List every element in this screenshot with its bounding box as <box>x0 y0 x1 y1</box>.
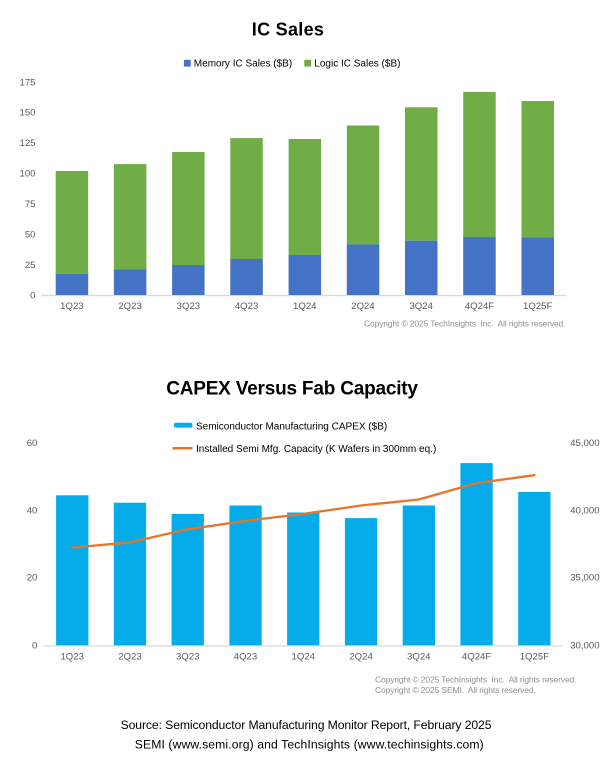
svg-text:35,000: 35,000 <box>570 573 599 584</box>
svg-text:3Q23: 3Q23 <box>176 651 199 662</box>
svg-text:40: 40 <box>27 506 38 517</box>
svg-text:1Q25F: 1Q25F <box>520 651 549 662</box>
svg-text:Copyright © 2025 SEMI. All ri: Copyright © 2025 SEMI. All rights reserv… <box>375 685 536 695</box>
svg-text:60: 60 <box>27 438 38 449</box>
svg-text:Copyright © 2025 TechInsights: Copyright © 2025 TechInsights Inc. All r… <box>364 318 565 328</box>
svg-text:1Q24: 1Q24 <box>292 651 316 662</box>
svg-text:2Q24: 2Q24 <box>351 301 375 312</box>
svg-text:175: 175 <box>19 77 35 88</box>
svg-text:4Q23: 4Q23 <box>235 301 258 312</box>
svg-text:2Q23: 2Q23 <box>118 651 141 662</box>
svg-text:1Q23: 1Q23 <box>60 651 83 662</box>
svg-text:CAPEX Versus Fab Capacity: CAPEX Versus Fab Capacity <box>166 378 418 399</box>
svg-text:4Q24F: 4Q24F <box>465 301 494 312</box>
svg-text:Source: Semiconductor Manufact: Source: Semiconductor Manufacturing Moni… <box>121 718 492 732</box>
svg-text:50: 50 <box>25 230 36 241</box>
svg-text:Copyright © 2025 TechInsights: Copyright © 2025 TechInsights Inc. All r… <box>375 675 576 685</box>
svg-text:125: 125 <box>19 138 35 149</box>
svg-text:4Q23: 4Q23 <box>234 651 257 662</box>
svg-text:0: 0 <box>32 640 37 651</box>
svg-text:4Q24F: 4Q24F <box>462 651 491 662</box>
svg-text:1Q23: 1Q23 <box>60 301 83 312</box>
svg-text:SEMI (www.semi.org) and TechIn: SEMI (www.semi.org) and TechInsights (ww… <box>135 737 484 751</box>
svg-text:Semiconductor Manufacturing CA: Semiconductor Manufacturing CAPEX ($B) <box>196 421 387 432</box>
svg-text:100: 100 <box>19 169 35 180</box>
svg-text:75: 75 <box>25 199 36 210</box>
svg-text:Logic IC Sales ($B): Logic IC Sales ($B) <box>314 59 400 70</box>
svg-text:IC Sales: IC Sales <box>252 20 324 40</box>
svg-text:2Q23: 2Q23 <box>118 301 141 312</box>
svg-text:25: 25 <box>25 260 36 271</box>
svg-text:3Q24: 3Q24 <box>409 301 433 312</box>
svg-text:20: 20 <box>27 573 38 584</box>
svg-text:0: 0 <box>30 290 35 301</box>
svg-text:3Q24: 3Q24 <box>407 651 431 662</box>
svg-text:1Q24: 1Q24 <box>293 301 317 312</box>
svg-text:45,000: 45,000 <box>570 438 599 449</box>
svg-text:2Q24: 2Q24 <box>349 651 373 662</box>
svg-text:40,000: 40,000 <box>570 506 599 517</box>
svg-text:1Q25F: 1Q25F <box>523 301 552 312</box>
svg-text:Memory IC Sales ($B): Memory IC Sales ($B) <box>194 59 292 70</box>
svg-text:150: 150 <box>19 108 35 119</box>
svg-text:3Q23: 3Q23 <box>177 301 200 312</box>
svg-text:Installed Semi Mfg. Capacity (: Installed Semi Mfg. Capacity (K Wafers i… <box>196 444 436 455</box>
svg-text:30,000: 30,000 <box>570 640 599 651</box>
